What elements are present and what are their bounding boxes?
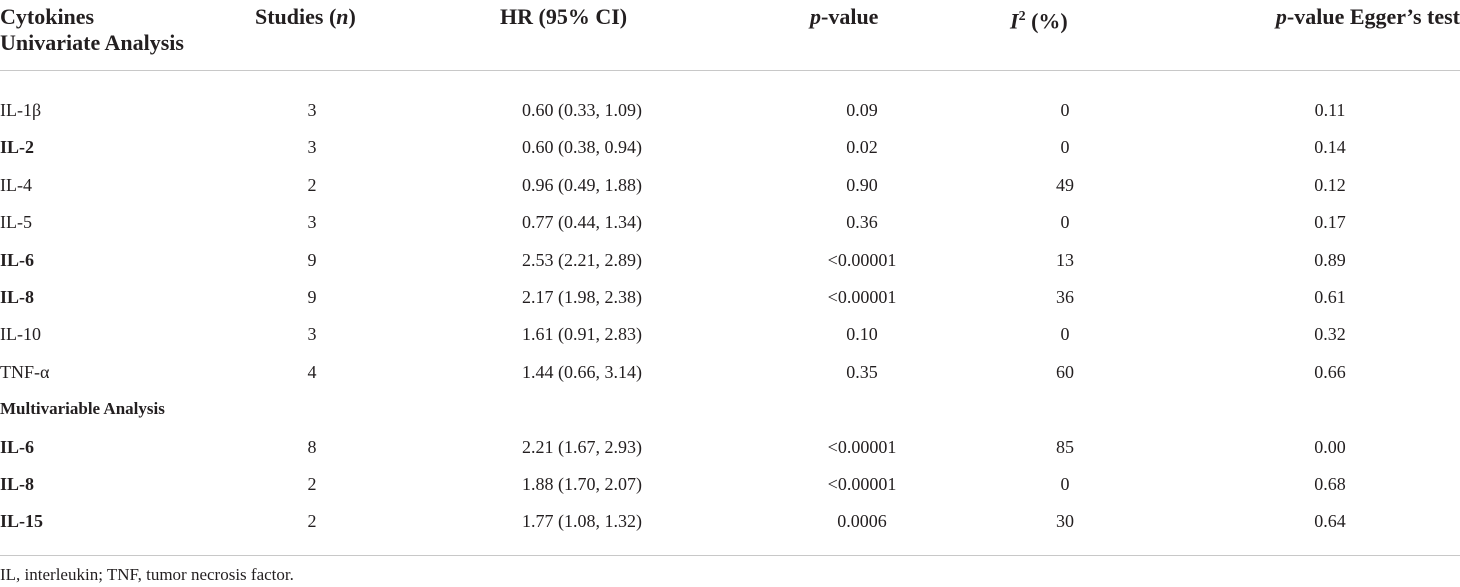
table-cell: 4 (307, 361, 317, 382)
table-cell: 0.12 (1314, 174, 1346, 195)
table-cell: 0.64 (1314, 511, 1346, 532)
table-cell: 3 (307, 324, 317, 345)
table-cell: 0.77 (0.44, 1.34) (522, 212, 642, 233)
table-cell: 9 (307, 287, 317, 307)
table-cell: 0.60 (0.33, 1.09) (522, 100, 642, 120)
table-cell: <0.00001 (827, 287, 897, 307)
header-cell: I2 (%) (1010, 4, 1068, 34)
header-text: -value Egger’s test (1286, 4, 1460, 29)
table-cell: 30 (1056, 511, 1074, 532)
table-cell: <0.00001 (827, 474, 897, 494)
table-cell: 36 (1056, 287, 1074, 307)
row-label: IL-6 (0, 436, 35, 457)
table-cell: 0.66 (1314, 361, 1346, 382)
row-label: IL-8 (0, 287, 35, 307)
table-cell: 0.14 (1314, 137, 1346, 158)
table-cell: 0.96 (0.49, 1.88) (522, 174, 642, 195)
header-text: (%) (1025, 8, 1068, 34)
row-label: IL-4 (0, 174, 32, 195)
header-cell: p-value (810, 4, 878, 30)
row-label: IL-15 (0, 511, 44, 532)
header-cell: Studies (n) (255, 4, 356, 30)
table-cell: 1.44 (0.66, 3.14) (522, 361, 642, 382)
table-cell: <0.00001 (827, 249, 897, 270)
table-cell: 49 (1056, 174, 1074, 195)
table-cell: 0.17 (1314, 212, 1346, 233)
header-cell: p-value Egger’s test (1276, 4, 1460, 30)
table-cell: 1.88 (1.70, 2.07) (522, 474, 642, 494)
table-cell: 0.35 (846, 361, 878, 382)
header-text: p (810, 4, 821, 29)
table-cell: 0.09 (846, 100, 878, 120)
header-text: Studies ( (255, 4, 337, 29)
header-text: n (336, 4, 349, 29)
table-cell: 85 (1056, 436, 1074, 457)
header-text: I (1010, 8, 1019, 34)
table-cell: 1.77 (1.08, 1.32) (522, 511, 642, 532)
row-label: IL-8 (0, 474, 35, 494)
row-label: IL-2 (0, 137, 35, 158)
header-text: HR (95% CI) (500, 4, 628, 29)
header-text: Univariate Analysis (0, 30, 184, 55)
table-cell: 0.89 (1314, 249, 1346, 270)
table-cell: 60 (1056, 361, 1074, 382)
table-cell: 13 (1056, 249, 1074, 270)
table-cell: 0 (1060, 324, 1070, 345)
table-cell: 3 (307, 137, 317, 158)
table-cell: 0 (1060, 137, 1070, 158)
header-cell: HR (95% CI) (500, 4, 627, 30)
table-cell: 0.02 (846, 137, 878, 158)
table-cell: 9 (307, 249, 317, 270)
header-text: -value (821, 4, 879, 29)
table-cell: 0 (1060, 212, 1070, 233)
bottom-rule (0, 555, 1460, 556)
table-cell: 0 (1060, 474, 1070, 494)
table-cell: 0.10 (846, 324, 878, 345)
table-cell: 0.36 (846, 212, 878, 233)
row-label: IL-10 (0, 324, 41, 345)
table-cell: 2 (307, 511, 317, 532)
table-cell: 0.0006 (837, 511, 887, 532)
row-label: IL-1β (0, 100, 42, 120)
table-cell: 0.60 (0.38, 0.94) (522, 137, 642, 158)
table-cell: 0.11 (1314, 100, 1346, 120)
table-cell: 2 (307, 174, 317, 195)
table-cell: 0 (1060, 100, 1070, 120)
table-cell: 2.53 (2.21, 2.89) (522, 249, 642, 270)
section-label: Multivariable Analysis (0, 399, 165, 419)
table-cell: 0.32 (1314, 324, 1346, 345)
table-cell: 3 (307, 212, 317, 233)
table-cell: 2.17 (1.98, 2.38) (522, 287, 642, 307)
table-cell: 0.00 (1314, 436, 1346, 457)
header-text: ) (348, 4, 356, 29)
table-cell: 1.61 (0.91, 2.83) (522, 324, 642, 345)
table-cell: 2.21 (1.67, 2.93) (522, 436, 642, 457)
header-rule (0, 70, 1460, 71)
row-label: IL-5 (0, 212, 32, 233)
table-cell: 3 (307, 100, 317, 120)
table-cell: 2 (307, 474, 317, 494)
table-cell: 0.61 (1314, 287, 1346, 307)
header-text: 2 (1018, 9, 1026, 24)
header-cell: Cytokines Univariate Analysis (0, 4, 184, 56)
footnote: IL, interleukin; TNF, tumor necrosis fac… (0, 565, 294, 584)
table-cell: <0.00001 (827, 436, 897, 457)
row-label: TNF-α (0, 361, 50, 382)
header-text: Cytokines (0, 4, 95, 29)
table-cell: 8 (307, 436, 317, 457)
table-cell: 0.90 (846, 174, 878, 195)
row-label: IL-6 (0, 249, 35, 270)
table-cell: 0.68 (1314, 474, 1346, 494)
header-text: p (1275, 4, 1287, 29)
